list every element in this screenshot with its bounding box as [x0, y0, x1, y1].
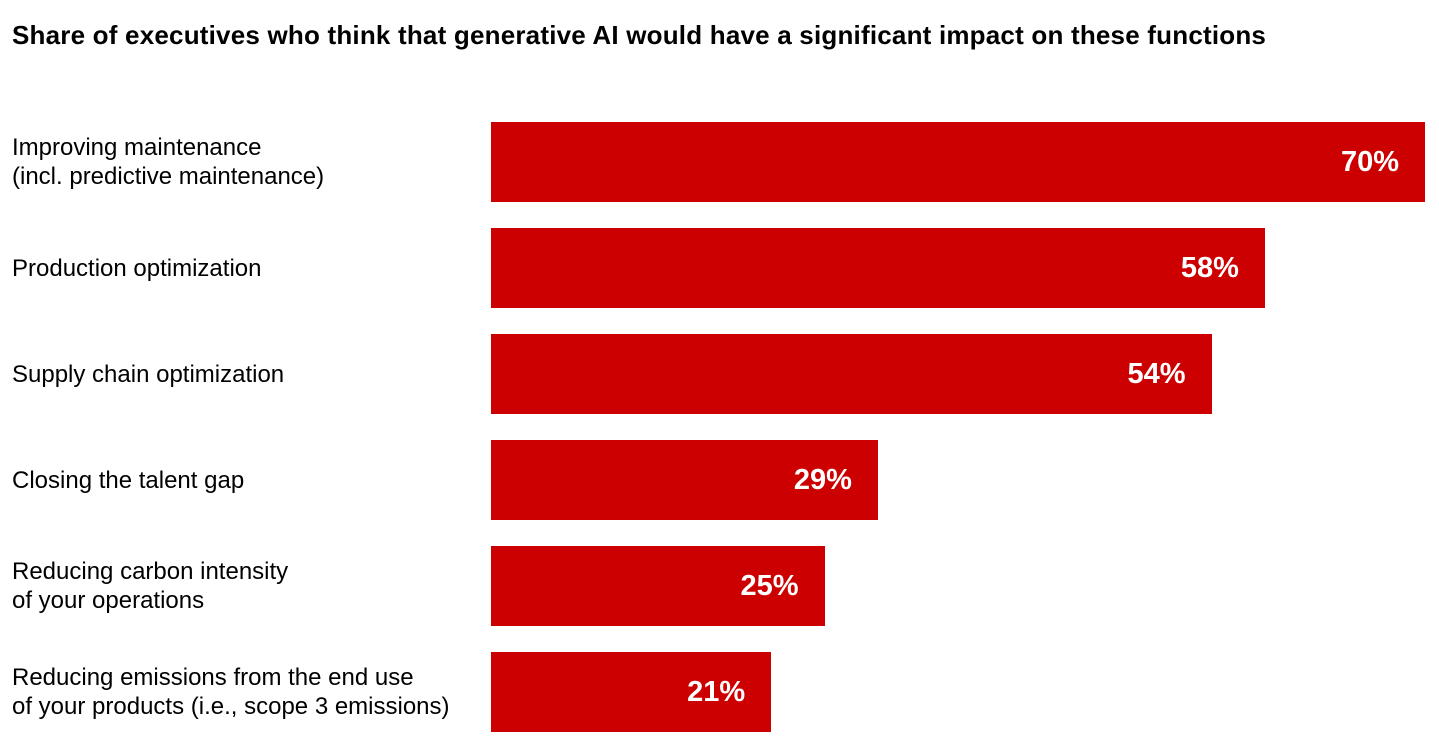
value-label: 21% — [687, 675, 746, 708]
bar-area: 29% — [491, 440, 1425, 520]
bar-area: 70% — [491, 122, 1425, 202]
category-label: Production optimization — [12, 254, 262, 282]
bar: 70% — [491, 122, 1425, 202]
category-label: Supply chain optimization — [12, 360, 285, 388]
bar-area: 54% — [491, 334, 1425, 414]
bar: 54% — [491, 334, 1212, 414]
category-label: Closing the talent gap — [12, 466, 245, 494]
category-label: Reducing emissions from the end use of y… — [12, 664, 450, 720]
value-label: 25% — [740, 569, 799, 602]
category-label: Improving maintenance (incl. predictive … — [12, 134, 325, 190]
bar: 58% — [491, 228, 1265, 308]
value-label: 54% — [1127, 357, 1186, 390]
bar-area: 58% — [491, 228, 1425, 308]
value-label: 29% — [793, 463, 852, 496]
chart-row: Closing the talent gap 29% — [0, 427, 1439, 533]
value-label: 70% — [1340, 145, 1399, 178]
bar-chart: Improving maintenance (incl. predictive … — [0, 109, 1439, 745]
value-label: 58% — [1180, 251, 1239, 284]
page-title: Share of executives who think that gener… — [12, 20, 1267, 50]
bar-area: 25% — [491, 546, 1425, 626]
bar-area: 21% — [491, 652, 1425, 732]
chart-row: Improving maintenance (incl. predictive … — [0, 109, 1439, 215]
bar: 21% — [491, 652, 772, 732]
bar: 25% — [491, 546, 825, 626]
chart-row: Reducing carbon intensity of your operat… — [0, 533, 1439, 639]
chart-row: Supply chain optimization 54% — [0, 321, 1439, 427]
category-label: Reducing carbon intensity of your operat… — [12, 558, 289, 614]
bar: 29% — [491, 440, 878, 520]
chart-row: Reducing emissions from the end use of y… — [0, 639, 1439, 745]
chart-row: Production optimization 58% — [0, 215, 1439, 321]
chart-rows: Improving maintenance (incl. predictive … — [0, 109, 1439, 745]
